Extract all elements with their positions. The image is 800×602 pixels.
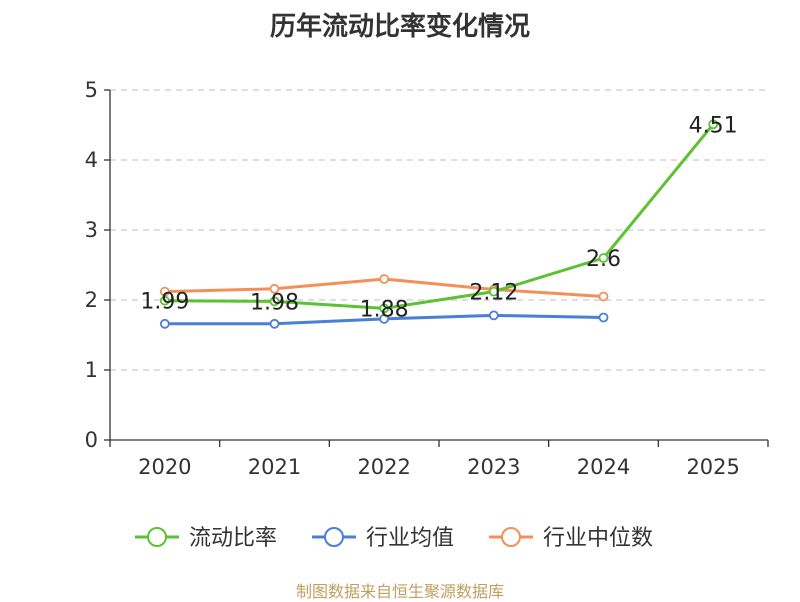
x-tick-label: 2024 [577,455,630,479]
data-point [488,286,499,297]
chart-title: 历年流动比率变化情况 [269,12,530,42]
axes: 0 1 2 3 4 5 2020 2021 2022 2023 2024 2025 [85,78,769,479]
data-point [488,310,499,321]
data-point [159,286,170,297]
data-point [159,318,170,329]
data-point [379,303,390,314]
data-labels: 1.99 1.98 1.88 2.12 2.6 4.51 [140,113,737,322]
x-tick-label: 2025 [686,455,739,479]
series-layer [159,119,719,329]
gridlines [110,89,768,371]
data-point [598,291,609,302]
legend-marker [501,527,521,547]
legend-label: 行业均值 [366,526,454,551]
data-point [269,296,280,307]
x-tick-label: 2021 [248,455,301,479]
x-tick-label: 2023 [467,455,520,479]
legend-marker [147,527,167,547]
data-point [269,318,280,329]
legend-label: 行业中位数 [543,526,653,551]
y-tick-label: 1 [85,358,98,382]
data-point [379,274,390,284]
data-label: 1.99 [140,290,189,315]
series-line [164,123,715,310]
data-point [708,119,719,130]
data-label: 4.51 [689,113,738,138]
legend-label: 流动比率 [189,526,277,551]
y-tick-label: 3 [85,218,98,242]
y-tick-label: 4 [85,148,98,172]
x-tick-label: 2020 [138,455,191,479]
data-point [379,313,390,324]
data-point [269,283,280,294]
data-label: 2.12 [469,281,518,306]
y-tick-label: 5 [85,78,98,102]
source-note: 制图数据来自恒生聚源数据库 [295,582,504,601]
x-tick-label: 2022 [357,455,410,479]
data-label: 2.6 [586,247,621,272]
data-label: 1.88 [360,297,409,322]
legend: 流动比率 行业均值 行业中位数 [135,526,653,551]
data-point [598,253,609,263]
data-point [598,312,609,323]
y-tick-label: 2 [85,288,98,312]
data-point [159,295,170,306]
data-label: 1.98 [250,290,299,315]
y-tick-label: 0 [85,428,98,452]
legend-marker [324,527,344,547]
